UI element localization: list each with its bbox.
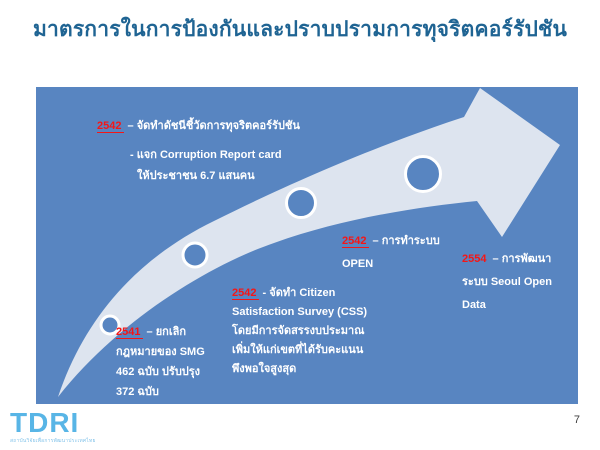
growth-arrow-graphic: [58, 88, 560, 397]
event-line: 372 ฉบับ: [116, 386, 159, 398]
event-2554-seoul-open-data: 2554 – การพัฒนา ระบบ Seoul Open Data: [462, 248, 552, 317]
event-line: ให้ประชาชน 6.7 แสนคน: [137, 170, 255, 182]
event-line: Satisfaction Survey (CSS): [232, 306, 368, 318]
milestone-dot-3: [285, 187, 317, 219]
event-line: 462 ฉบับ ปรับปรุง: [116, 366, 201, 378]
event-text: - จัดทำ Citizen: [262, 287, 336, 299]
slide-title: มาตรการในการป้องกันและปราบปรามการทุจริตค…: [32, 18, 568, 41]
event-text: – การพัฒนา: [492, 253, 552, 265]
event-year: 2541: [116, 326, 144, 339]
milestone-dot-4: [404, 155, 442, 193]
page-number: 7: [573, 414, 580, 426]
event-text: – ยกเลิก: [146, 326, 186, 338]
tdri-logo-tagline: สถาบันวิจัยเพื่อการพัฒนาประเทศไทย: [10, 438, 96, 444]
event-year: 2542: [342, 235, 370, 248]
event-line: พึงพอใจสูงสุด: [232, 363, 297, 375]
event-line: OPEN: [342, 258, 374, 270]
event-line: 2542 – การทำระบบ: [342, 230, 440, 253]
event-line: 2542 – จัดทำดัชนีชี้วัดการทุจริตคอร์รัปช…: [97, 116, 300, 137]
event-2542-open-system: 2542 – การทำระบบ OPEN: [342, 230, 440, 276]
event-line: โดยมีการจัดสรรงบประมาณ: [232, 325, 365, 337]
event-2542-corruption-index: 2542 – จัดทำดัชนีชี้วัดการทุจริตคอร์รัปช…: [97, 116, 300, 187]
event-line: เพิ่มให้แก่เขตที่ได้รับคะแนน: [232, 344, 364, 356]
event-line: 2541 – ยกเลิก: [116, 322, 205, 342]
event-2541-smg-laws: 2541 – ยกเลิก กฎหมายของ SMG 462 ฉบับ ปรั…: [116, 322, 205, 402]
event-text: – จัดทำดัชนีชี้วัดการทุจริตคอร์รัปชัน: [127, 120, 300, 132]
timeline-panel: 2542 – จัดทำดัชนีชี้วัดการทุจริตคอร์รัปช…: [36, 87, 578, 404]
event-year: 2542: [232, 287, 260, 300]
event-year: 2542: [97, 120, 125, 133]
tdri-logo-text: TDRI: [10, 407, 80, 438]
event-line: กฎหมายของ SMG: [116, 346, 205, 358]
milestone-dot-1: [99, 314, 121, 336]
event-line: Data: [462, 299, 486, 311]
event-line: ระบบ Seoul Open: [462, 276, 552, 288]
event-text: – การทำระบบ: [372, 235, 440, 247]
milestone-dot-2: [181, 241, 209, 269]
event-line: 2542 - จัดทำ Citizen: [232, 284, 367, 303]
tdri-logo: TDRI สถาบันวิจัยเพื่อการพัฒนาประเทศไทย: [10, 407, 96, 445]
event-line: 2554 – การพัฒนา: [462, 248, 552, 271]
event-2542-css-survey: 2542 - จัดทำ Citizen Satisfaction Survey…: [232, 284, 367, 379]
event-line: - แจก Corruption Report card: [130, 149, 282, 161]
event-year: 2554: [462, 253, 487, 265]
